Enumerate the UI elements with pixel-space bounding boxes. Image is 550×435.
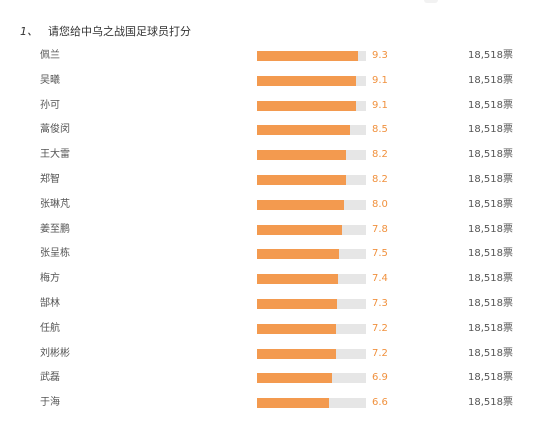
- score-bar-track: [257, 348, 366, 359]
- score-bar-fill: [257, 51, 359, 61]
- score-bar-fill: [257, 249, 339, 260]
- rating-row: 张琳芃 8.0 18,518票: [0, 193, 550, 218]
- player-score: 7.8: [372, 223, 388, 235]
- question-number: 1、: [20, 25, 38, 38]
- score-bar-fill: [257, 75, 357, 86]
- score-bar-fill: [257, 100, 357, 111]
- player-name: 佩兰: [40, 50, 60, 61]
- score-bar-track: [257, 125, 366, 136]
- player-name: 王大雷: [40, 149, 70, 161]
- question-text: 请您给中乌之战国足球员打分: [48, 25, 191, 38]
- score-bar-track: [257, 323, 366, 334]
- vote-count: 18,518票: [468, 273, 513, 285]
- rating-row: 刘彬彬 7.2 18,518票: [0, 342, 550, 367]
- player-score: 6.6: [372, 397, 388, 409]
- rating-row: 佩兰 9.3 18,518票: [0, 44, 550, 69]
- score-bar-track: [257, 150, 366, 161]
- player-score: 8.0: [372, 198, 388, 210]
- score-bar-fill: [257, 150, 347, 161]
- player-score: 7.3: [372, 297, 388, 309]
- player-name: 张琳芃: [40, 198, 70, 210]
- score-bar-fill: [257, 125, 350, 136]
- vote-count: 18,518票: [468, 50, 513, 61]
- player-score: 7.5: [372, 248, 388, 260]
- score-bar-fill: [257, 199, 345, 210]
- score-bar-fill: [257, 274, 338, 285]
- vote-count: 18,518票: [468, 173, 513, 185]
- player-score: 8.5: [372, 124, 388, 136]
- rating-row: 任航 7.2 18,518票: [0, 317, 550, 342]
- player-name: 蒿俊闵: [40, 124, 70, 136]
- rating-row: 郑智 8.2 18,518票: [0, 168, 550, 193]
- vote-count: 18,518票: [468, 149, 513, 161]
- player-name: 刘彬彬: [40, 347, 70, 359]
- score-bar-track: [257, 51, 366, 61]
- score-bar-track: [257, 274, 366, 285]
- player-name: 梅方: [40, 273, 60, 285]
- player-score: 7.2: [372, 322, 388, 334]
- score-bar-track: [257, 224, 366, 235]
- score-bar-fill: [257, 373, 333, 384]
- vote-count: 18,518票: [468, 198, 513, 210]
- rating-row: 孙可 9.1 18,518票: [0, 94, 550, 119]
- vote-count: 18,518票: [468, 322, 513, 334]
- vote-count: 18,518票: [468, 248, 513, 260]
- player-name: 任航: [40, 322, 60, 334]
- vote-count: 18,518票: [468, 223, 513, 235]
- player-score: 6.9: [372, 372, 388, 384]
- player-name: 于海: [40, 397, 60, 409]
- score-bar-track: [257, 75, 366, 86]
- rating-row: 吴曦 9.1 18,518票: [0, 69, 550, 94]
- score-bar-fill: [257, 323, 336, 334]
- player-score: 9.3: [372, 50, 388, 61]
- vote-count: 18,518票: [468, 372, 513, 384]
- vote-count: 18,518票: [468, 397, 513, 409]
- score-bar-track: [257, 373, 366, 384]
- rating-list: 佩兰 9.3 18,518票 吴曦 9.1 18,518票 孙可 9.1 18,518票 蒿俊闵 8…: [0, 44, 550, 416]
- player-score: 8.2: [372, 149, 388, 161]
- score-bar-fill: [257, 298, 337, 309]
- player-score: 9.1: [372, 99, 388, 111]
- rating-row: 武磊 6.9 18,518票: [0, 366, 550, 391]
- player-name: 武磊: [40, 372, 60, 384]
- player-score: 8.2: [372, 173, 388, 185]
- rating-row: 姜至鹏 7.8 18,518票: [0, 218, 550, 243]
- rating-row: 梅方 7.4 18,518票: [0, 267, 550, 292]
- score-bar-fill: [257, 224, 342, 235]
- score-bar-track: [257, 249, 366, 260]
- vote-count: 18,518票: [468, 124, 513, 136]
- score-bar-fill: [257, 174, 347, 185]
- score-bar-track: [257, 298, 366, 309]
- score-bar-track: [257, 174, 366, 185]
- player-name: 吴曦: [40, 74, 60, 86]
- vote-count: 18,518票: [468, 99, 513, 111]
- player-name: 孙可: [40, 99, 60, 111]
- top-edge-decoration: [424, 0, 438, 3]
- score-bar-track: [257, 398, 366, 409]
- score-bar-fill: [257, 398, 329, 409]
- rating-row: 于海 6.6 18,518票: [0, 391, 550, 416]
- player-score: 7.4: [372, 273, 388, 285]
- player-name: 郑智: [40, 173, 60, 185]
- rating-row: 蒿俊闵 8.5 18,518票: [0, 118, 550, 143]
- rating-row: 郜林 7.3 18,518票: [0, 292, 550, 317]
- player-name: 姜至鹏: [40, 223, 70, 235]
- rating-row: 王大雷 8.2 18,518票: [0, 143, 550, 168]
- vote-count: 18,518票: [468, 347, 513, 359]
- question-title: 1、 请您给中乌之战国足球员打分: [20, 24, 191, 40]
- rating-row: 张呈栋 7.5 18,518票: [0, 242, 550, 267]
- player-score: 9.1: [372, 74, 388, 86]
- player-name: 张呈栋: [40, 248, 70, 260]
- player-score: 7.2: [372, 347, 388, 359]
- score-bar-track: [257, 199, 366, 210]
- score-bar-fill: [257, 348, 336, 359]
- vote-count: 18,518票: [468, 74, 513, 86]
- vote-count: 18,518票: [468, 297, 513, 309]
- player-name: 郜林: [40, 297, 60, 309]
- score-bar-track: [257, 100, 366, 111]
